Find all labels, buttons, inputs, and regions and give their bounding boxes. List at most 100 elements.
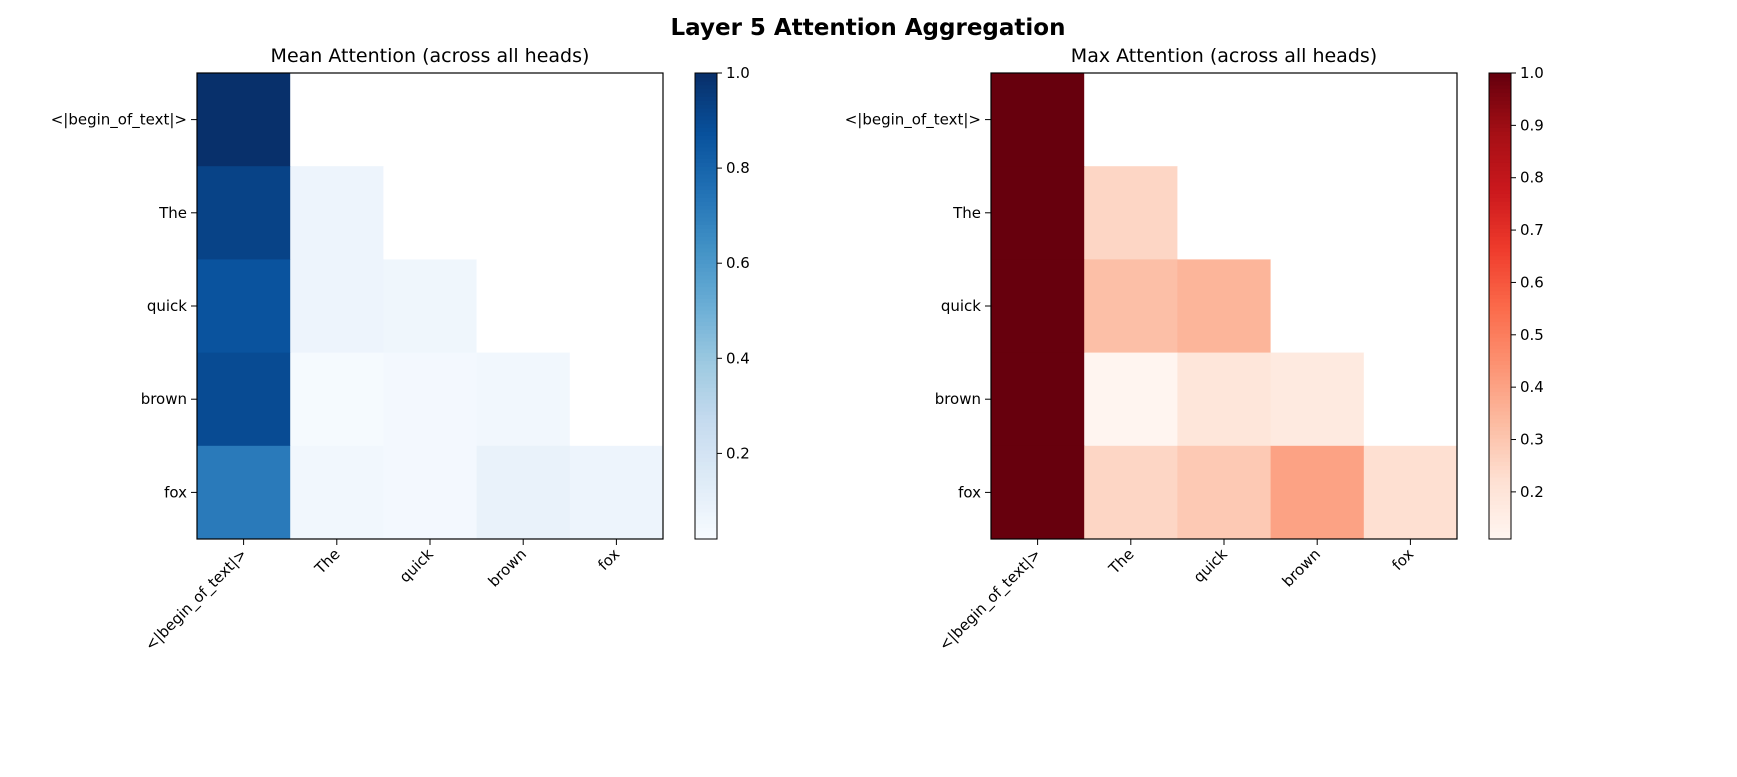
colorbar-segment [1489, 507, 1511, 513]
colorbar-segment [1489, 232, 1511, 237]
heatmap-cell [290, 166, 384, 260]
colorbar-segment [695, 414, 717, 420]
heatmap-cell [197, 73, 291, 167]
colorbar-segment [695, 158, 717, 163]
colorbar-segment [1489, 146, 1511, 152]
colorbar-segment [1489, 158, 1511, 163]
x-tick-label: quick [1190, 545, 1231, 586]
colorbar-segment [695, 286, 717, 292]
colorbar-segment [1489, 111, 1511, 117]
colorbar-segment [695, 399, 717, 404]
colorbar-segment [695, 306, 717, 311]
colorbar-segment [1489, 216, 1511, 222]
colorbar-segment [1489, 399, 1511, 404]
colorbar-segment [1489, 535, 1511, 540]
colorbar-tick-label: 0.8 [726, 159, 750, 177]
colorbar-segment [695, 492, 717, 497]
colorbar: 0.2 0.4 0.6 0.8 1.0 [694, 64, 750, 540]
colorbar-segment [695, 457, 717, 462]
colorbar-segment [695, 224, 717, 229]
y-tick-label: brown [935, 390, 981, 408]
heatmap-cell [1270, 73, 1365, 167]
colorbar-segment [1489, 523, 1511, 528]
colorbar-segment [695, 441, 717, 447]
colorbar-segment [1489, 333, 1511, 338]
x-tick-label: brown [1279, 545, 1324, 590]
colorbar-segment [695, 410, 717, 416]
heatmap-cell [1177, 352, 1272, 447]
heatmap-cell [290, 73, 384, 167]
colorbar-segment [1489, 259, 1511, 264]
colorbar-tick-label: 0.5 [1520, 326, 1544, 344]
colorbar-segment [1489, 302, 1511, 307]
colorbar-segment [1489, 73, 1511, 78]
colorbar-segment [1489, 511, 1511, 517]
colorbar-segment [695, 348, 717, 354]
colorbar-segment [695, 131, 717, 136]
colorbar-segment [695, 251, 717, 257]
colorbar-segment [695, 96, 717, 101]
colorbar-segment [1489, 290, 1511, 295]
colorbar-segment [1489, 123, 1511, 128]
colorbar-tick-label: 0.3 [1520, 431, 1544, 449]
colorbar-segment [1489, 115, 1511, 121]
heatmap-cell [1177, 445, 1272, 540]
colorbar-segment [695, 197, 717, 202]
colorbar-segment [1489, 131, 1511, 136]
colorbar-segment [1489, 224, 1511, 229]
x-tick-label: brown [485, 545, 530, 590]
colorbar-segment [1489, 236, 1511, 241]
colorbar-segment [1489, 306, 1511, 311]
subplot-title: Mean Attention (across all heads) [271, 45, 590, 67]
heatmap-cell [1084, 166, 1178, 260]
colorbar-segment [695, 255, 717, 260]
colorbar-segment [1489, 80, 1511, 86]
y-tick-label: fox [958, 483, 981, 501]
colorbar-segment [695, 426, 717, 431]
colorbar-segment [695, 438, 717, 443]
colorbar-segment [1489, 154, 1511, 160]
colorbar-segment [1489, 422, 1511, 427]
subplot-title: Max Attention (across all heads) [1071, 45, 1377, 67]
colorbar-segment [695, 127, 717, 132]
heatmap-cell [383, 166, 478, 260]
colorbar-segment [695, 500, 717, 505]
colorbar-segment [1489, 488, 1511, 493]
colorbar-segment [695, 92, 717, 97]
heatmap-cell [991, 73, 1085, 167]
colorbar-segment [1489, 504, 1511, 509]
colorbar-segment [695, 298, 717, 303]
heatmap-cell [1084, 445, 1178, 540]
colorbar-segment [695, 181, 717, 187]
colorbar-segment [695, 360, 717, 365]
colorbar-segment [695, 80, 717, 86]
colorbar-segment [1489, 243, 1511, 249]
colorbar-segment [695, 123, 717, 128]
colorbar-segment [695, 243, 717, 249]
colorbar-segment [1489, 453, 1511, 459]
colorbar-segment [1489, 449, 1511, 455]
colorbar-segment [1489, 162, 1511, 167]
colorbar-segment [695, 488, 717, 493]
colorbar-segment [1489, 201, 1511, 206]
colorbar-segment [1489, 239, 1511, 245]
colorbar-segment [695, 212, 717, 218]
x-tick-label: The [1104, 545, 1137, 578]
colorbar-segment [1489, 472, 1511, 478]
heatmap-cell [197, 259, 291, 354]
colorbar-segment [695, 115, 717, 121]
heatmap-cell [197, 352, 291, 447]
colorbar-segment [1489, 496, 1511, 501]
colorbar-segment [695, 472, 717, 478]
colorbar-segment [1489, 410, 1511, 416]
heatmap-cell [197, 445, 291, 540]
colorbar-segment [695, 208, 717, 214]
heatmap-cell [569, 73, 664, 167]
heatmap-cell [476, 73, 571, 167]
colorbar-segment [1489, 166, 1511, 171]
colorbar-segment [695, 232, 717, 237]
heatmap-cell [197, 166, 291, 260]
colorbar-segment [1489, 527, 1511, 532]
colorbar-segment [695, 142, 717, 148]
heatmap-cell [1363, 166, 1458, 260]
